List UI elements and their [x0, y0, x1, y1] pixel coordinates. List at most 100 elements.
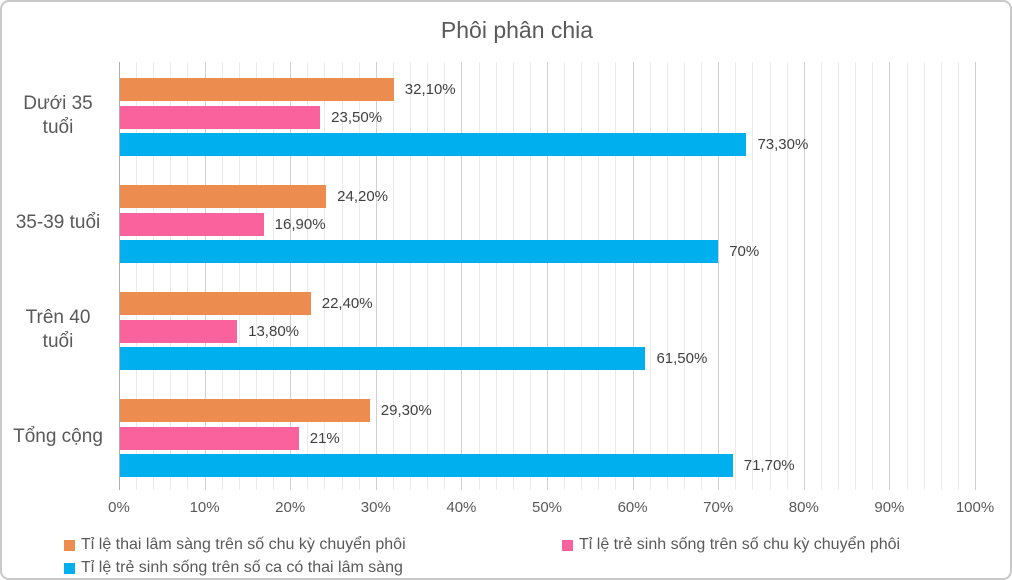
minor-gridline: [255, 62, 257, 490]
x-tick-label: 60%: [617, 499, 648, 516]
bar: [119, 105, 321, 129]
minor-gridline: [358, 62, 360, 490]
plot-area: 32,10% 23,50% 73,30% 24,20% 16,90% 70% 22,40% 1…: [119, 62, 976, 490]
bar-data-label: 70%: [729, 243, 760, 261]
category-label: 35-39 tuổi: [15, 211, 101, 233]
legend-swatch: [64, 539, 75, 551]
legend-label: Tỉ lệ trẻ sinh sống trên số chu kỳ chuyể…: [579, 536, 901, 553]
minor-gridline: [410, 62, 412, 490]
minor-gridline: [752, 62, 754, 490]
major-gridline: [290, 62, 292, 490]
category-label: Dưới 35 tuổi: [23, 92, 93, 138]
major-gridline: [975, 62, 976, 490]
bar: [119, 78, 394, 101]
category-label: Trên 40 tuổi: [25, 306, 91, 352]
major-gridline: [718, 62, 720, 490]
minor-gridline: [872, 62, 874, 490]
minor-gridline: [735, 62, 737, 490]
bar: [119, 292, 311, 315]
bar: [119, 347, 646, 371]
minor-gridline: [683, 62, 685, 490]
minor-gridline: [324, 62, 326, 490]
value-axis-labels: 0% 10% 20% 30% 40% 50% 60% 70% 80% 90% 100%: [108, 499, 994, 519]
x-tick-label: 30%: [360, 499, 391, 516]
bar-data-label: 71,70%: [743, 457, 795, 475]
major-gridline: [375, 62, 377, 490]
major-gridline: [889, 62, 891, 490]
minor-gridline: [341, 62, 343, 490]
bar-data-label: 61,50%: [656, 350, 708, 368]
major-gridline: [632, 62, 634, 490]
x-tick-label: 50%: [531, 499, 563, 516]
bar-data-label: 29,30%: [380, 402, 432, 419]
major-gridline: [547, 62, 548, 490]
major-gridline: [803, 62, 805, 490]
bar-data-label: 73,30%: [757, 136, 809, 154]
minor-gridline: [153, 62, 155, 490]
minor-gridline: [957, 62, 959, 490]
minor-gridline: [495, 62, 497, 490]
x-tick-label: 90%: [874, 499, 905, 516]
x-tick-label: 0%: [108, 499, 130, 516]
minor-gridline: [307, 62, 309, 490]
bar-data-label: 13,80%: [248, 322, 299, 340]
bar: [119, 185, 327, 208]
x-tick-label: 40%: [446, 499, 477, 516]
minor-gridline: [769, 62, 771, 490]
minor-gridline: [598, 62, 600, 490]
bar-data-label: 16,90%: [274, 215, 326, 233]
minor-gridline: [649, 62, 651, 490]
bar-data-label: 23,50%: [331, 108, 383, 126]
minor-gridline: [187, 62, 189, 490]
minor-gridline: [666, 62, 668, 490]
bar: [119, 399, 370, 422]
minor-gridline: [427, 62, 429, 490]
major-gridline: [461, 62, 463, 490]
minor-gridline: [906, 62, 908, 490]
legend-swatch: [562, 539, 573, 551]
x-tick-label: 10%: [189, 499, 220, 516]
category-axis-labels: Dưới 35 tuổi 35-39 tuổi Trên 40 tuổi Tổng c…: [2, 62, 114, 490]
minor-gridline: [238, 62, 240, 490]
bar-data-label: 32,10%: [404, 81, 456, 98]
bar-data-label: 21%: [309, 429, 340, 447]
bar: [119, 212, 264, 236]
minor-gridline: [615, 62, 617, 490]
x-tick-label: 20%: [275, 499, 306, 516]
minor-gridline: [564, 62, 566, 490]
minor-gridline: [136, 62, 138, 490]
minor-gridline: [221, 62, 223, 490]
minor-gridline: [444, 62, 446, 490]
category-label: Tổng cộng: [13, 425, 103, 447]
bar: [119, 319, 238, 343]
minor-gridline: [923, 62, 925, 490]
minor-gridline: [512, 62, 514, 490]
minor-gridline: [392, 62, 394, 490]
bar: [119, 426, 299, 450]
chart-title: Phôi phân chia: [440, 17, 594, 43]
minor-gridline: [820, 62, 822, 490]
major-gridline: [204, 62, 206, 490]
bar: [119, 454, 733, 478]
legend-item: Tỉ lệ trẻ sinh sống trên số ca có thai l…: [64, 558, 403, 578]
minor-gridline: [273, 62, 275, 490]
bar-data-label: 22,40%: [321, 295, 373, 312]
minor-gridline: [838, 62, 840, 490]
minor-gridline: [478, 62, 480, 490]
category-axis-line: [119, 62, 120, 490]
minor-gridline: [940, 62, 942, 490]
x-tick-label: 70%: [703, 499, 734, 516]
minor-gridline: [170, 62, 172, 490]
x-tick-label: 100%: [955, 499, 995, 516]
minor-gridline: [529, 62, 531, 490]
minor-gridline: [855, 62, 857, 490]
bar: [119, 133, 747, 157]
minor-gridline: [701, 62, 703, 490]
bar: [119, 240, 719, 264]
minor-gridline: [786, 62, 788, 490]
legend-swatch: [64, 562, 75, 574]
x-tick-label: 80%: [788, 499, 819, 516]
legend-item: Tỉ lệ thai lâm sàng trên số chu kỳ chuyể…: [64, 535, 406, 555]
legend-item: Tỉ lệ trẻ sinh sống trên số chu kỳ chuyể…: [562, 535, 900, 555]
